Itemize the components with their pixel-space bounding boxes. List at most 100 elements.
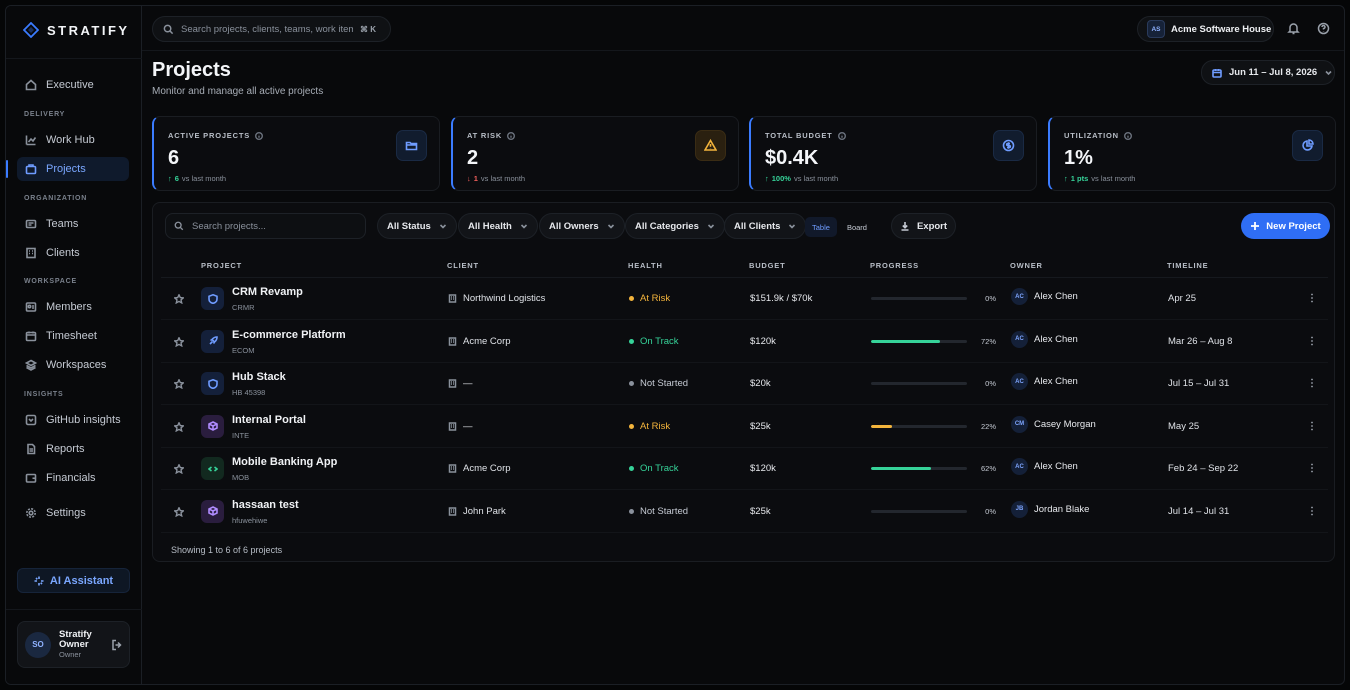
stat-delta-value: 6 xyxy=(174,174,179,183)
star-icon[interactable] xyxy=(174,294,184,304)
stat-delta: ↑ 100% vs last month xyxy=(765,174,838,183)
table-row[interactable]: hassaan test hfuwehiwe John Park Not Starte… xyxy=(161,491,1328,533)
sidebar-item-projects[interactable]: Projects xyxy=(6,157,129,181)
star-icon[interactable] xyxy=(174,421,184,432)
client-cell: Northwind Logistics xyxy=(448,293,545,304)
clients-filter-dropdown[interactable]: All Clients xyxy=(724,213,807,239)
health-status: On Track xyxy=(629,336,679,347)
project-name[interactable]: Hub Stack xyxy=(232,371,286,383)
global-search[interactable]: ⌘ K xyxy=(152,16,391,42)
more-options-icon[interactable] xyxy=(1307,505,1317,517)
more-options-icon[interactable] xyxy=(1307,335,1317,347)
column-header-owner[interactable]: OWNER xyxy=(1010,261,1043,270)
sidebar-item-timesheet[interactable]: Timesheet xyxy=(17,324,129,348)
client-cell: John Park xyxy=(448,506,506,517)
column-header-client[interactable]: CLIENT xyxy=(447,261,479,270)
column-header-health[interactable]: HEALTH xyxy=(628,261,663,270)
projects-search[interactable] xyxy=(165,213,366,239)
board-view-button[interactable]: Board xyxy=(846,222,867,232)
sidebar-item-workspaces[interactable]: Workspaces xyxy=(17,353,129,377)
projects-search-input[interactable] xyxy=(192,220,352,232)
sidebar-item-financials[interactable]: Financials xyxy=(17,466,129,490)
column-header-timeline[interactable]: TIMELINE xyxy=(1167,261,1209,270)
dropdown-label: All Clients xyxy=(734,220,781,232)
sidebar-item-members[interactable]: Members xyxy=(17,295,129,319)
project-name[interactable]: Internal Portal xyxy=(232,413,306,426)
sidebar-item-work-hub[interactable]: Work Hub xyxy=(17,128,129,152)
more-options-icon[interactable] xyxy=(1307,377,1317,389)
new-project-button[interactable]: New Project xyxy=(1241,213,1330,239)
info-icon[interactable] xyxy=(1123,131,1132,140)
brand-logo[interactable]: STRATIFY xyxy=(23,22,130,38)
table-row[interactable]: Mobile Banking App MOB Acme Corp On Track $1… xyxy=(161,448,1328,490)
workspace-switcher[interactable]: AS Acme Software House xyxy=(1137,16,1274,42)
logout-icon[interactable] xyxy=(111,639,123,651)
star-icon[interactable] xyxy=(174,379,184,389)
health-filter-dropdown[interactable]: All Health xyxy=(458,213,538,239)
stat-delta-suffix: vs last month xyxy=(181,174,227,183)
sidebar-item-settings[interactable]: Settings xyxy=(17,501,129,525)
health-label: On Track xyxy=(640,463,679,474)
sidebar-item-label: Members xyxy=(46,301,92,313)
help-icon[interactable] xyxy=(1317,22,1330,35)
owner-name: Alex Chen xyxy=(1034,376,1078,387)
star-icon[interactable] xyxy=(174,464,184,474)
table-view-button[interactable]: Table xyxy=(805,217,837,237)
project-name[interactable]: CRM Revamp xyxy=(232,286,303,298)
info-icon[interactable] xyxy=(837,131,846,140)
wallet-icon xyxy=(25,473,37,483)
table-row[interactable]: E-commerce Platform ECOM Acme Corp On Track… xyxy=(161,321,1328,363)
project-code: INTE xyxy=(232,430,250,440)
client-cell: — xyxy=(448,421,473,432)
sidebar-item-teams[interactable]: Teams xyxy=(17,212,129,236)
table-row[interactable]: Hub Stack HB 45398 — Not Started $20k 0% AC Ale… xyxy=(161,363,1328,405)
more-options-icon[interactable] xyxy=(1307,292,1317,304)
dropdown-label: All Health xyxy=(468,220,512,232)
global-search-input[interactable] xyxy=(181,23,353,35)
project-name[interactable]: Mobile Banking App xyxy=(232,456,338,468)
column-header-project[interactable]: PROJECT xyxy=(201,261,243,270)
stat-label-text: TOTAL BUDGET xyxy=(765,131,833,140)
info-icon[interactable] xyxy=(255,131,264,140)
column-header-progress[interactable]: PROGRESS xyxy=(870,261,919,270)
sidebar-section-workspace: WORKSPACE xyxy=(24,278,77,285)
more-options-icon[interactable] xyxy=(1307,420,1317,432)
project-name[interactable]: hassaan test xyxy=(232,498,299,511)
info-icon[interactable] xyxy=(507,131,516,140)
sidebar-item-reports[interactable]: Reports xyxy=(17,437,129,461)
ai-assistant-button[interactable]: AI Assistant xyxy=(17,568,130,593)
building-icon xyxy=(448,506,457,516)
categories-filter-dropdown[interactable]: All Categories xyxy=(625,213,725,239)
status-dot xyxy=(629,338,634,344)
stat-icon-box xyxy=(396,130,427,161)
star-icon[interactable] xyxy=(174,506,184,517)
table-row[interactable]: Internal Portal INTE — At Risk $25k 22% CM Case… xyxy=(161,406,1328,448)
project-name[interactable]: E-commerce Platform xyxy=(232,328,346,341)
export-button[interactable]: Export xyxy=(891,213,956,239)
project-icon-box xyxy=(201,457,224,480)
status-dot xyxy=(629,423,634,429)
star-icon[interactable] xyxy=(174,336,184,347)
date-range-picker[interactable]: Jun 11 – Jul 8, 2026 xyxy=(1201,60,1335,85)
table-row[interactable]: CRM Revamp CRMR Northwind Logistics At Risk… xyxy=(161,278,1328,320)
budget-value: $151.9k / $70k xyxy=(750,293,813,304)
building-icon xyxy=(26,247,36,259)
sidebar-item-executive[interactable]: Executive xyxy=(17,73,129,97)
sidebar-item-clients[interactable]: Clients xyxy=(17,241,129,265)
column-header-budget[interactable]: BUDGET xyxy=(749,261,786,270)
stat-value: $0.4K xyxy=(765,147,819,169)
user-profile-card[interactable]: SO Stratify Owner Owner xyxy=(17,621,130,668)
health-label: Not Started xyxy=(640,505,689,517)
sidebar-item-label: Timesheet xyxy=(46,330,97,342)
owner-cell: JB Jordan Blake xyxy=(1011,500,1089,518)
plus-icon xyxy=(1251,222,1260,230)
progress-bar-fill xyxy=(871,424,893,428)
sidebar-item-github-insights[interactable]: GitHub insights xyxy=(17,408,129,432)
more-options-icon[interactable] xyxy=(1307,462,1317,474)
bell-icon[interactable] xyxy=(1287,22,1300,35)
owners-filter-dropdown[interactable]: All Owners xyxy=(539,213,625,239)
ai-assistant-label: AI Assistant xyxy=(49,574,114,587)
stat-label: AT RISK xyxy=(467,131,516,140)
status-dot xyxy=(629,508,634,514)
status-filter-dropdown[interactable]: All Status xyxy=(377,213,457,239)
